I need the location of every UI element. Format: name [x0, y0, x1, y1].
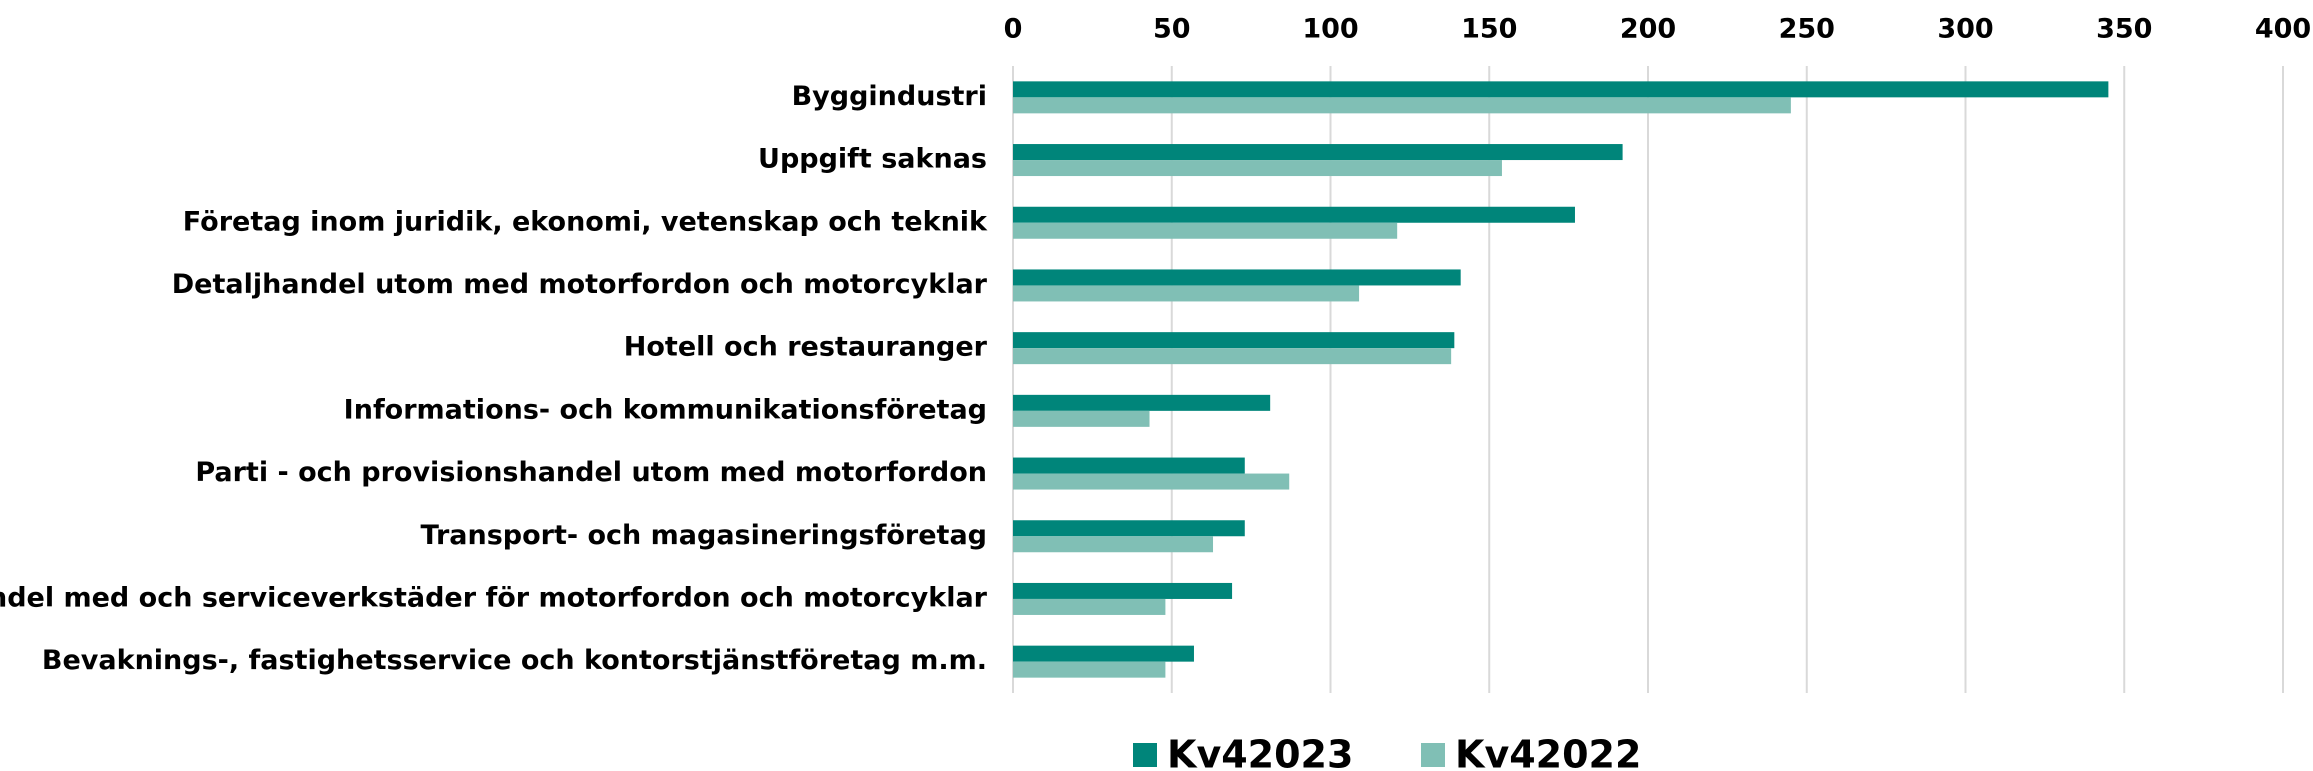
bar — [1013, 144, 1623, 161]
y-tick-label: Handel med och serviceverkstäder för mot… — [0, 582, 988, 613]
bar — [1013, 222, 1398, 239]
bar — [1013, 285, 1360, 302]
legend-swatch — [1133, 743, 1157, 767]
bar — [1013, 473, 1290, 490]
bar — [1013, 598, 1166, 615]
x-tick-label: 200 — [1620, 14, 1676, 45]
y-tick-label: Bevaknings-, fastighetsservice och konto… — [42, 645, 987, 676]
bar — [1013, 582, 1233, 599]
bar — [1013, 394, 1271, 411]
bar — [1013, 645, 1194, 662]
bar — [1013, 81, 2109, 98]
bar — [1013, 520, 1245, 537]
x-tick-label: 0 — [1004, 14, 1023, 45]
y-tick-label: Detaljhandel utom med motorfordon och mo… — [172, 269, 988, 300]
bar — [1013, 536, 1214, 553]
bar — [1013, 160, 1502, 177]
y-tick-label: Företag inom juridik, ekonomi, vetenskap… — [183, 206, 988, 237]
y-tick-label: Uppgift saknas — [758, 144, 987, 175]
y-tick-label: Informations- och kommunikationsföretag — [344, 394, 987, 425]
legend-swatch — [1421, 743, 1445, 767]
bar — [1013, 348, 1452, 365]
x-tick-label: 250 — [1779, 14, 1835, 45]
y-tick-label: Parti - och provisionshandel utom med mo… — [195, 457, 987, 488]
bar — [1013, 206, 1575, 223]
legend-label: Kv42023 — [1167, 733, 1353, 771]
bar — [1013, 457, 1245, 474]
bar — [1013, 332, 1455, 349]
x-tick-label: 50 — [1153, 14, 1191, 45]
bar — [1013, 410, 1150, 427]
y-tick-label: Transport- och magasineringsföretag — [421, 520, 988, 551]
bar — [1013, 269, 1461, 286]
bar — [1013, 661, 1166, 678]
y-tick-label: Byggindustri — [792, 81, 987, 112]
x-tick-label: 350 — [2096, 14, 2152, 45]
legend-label: Kv42022 — [1455, 733, 1641, 771]
y-tick-label: Hotell och restauranger — [624, 332, 988, 363]
bar — [1013, 97, 1791, 114]
x-tick-label: 300 — [1937, 14, 1993, 45]
x-tick-label: 100 — [1302, 14, 1358, 45]
x-tick-label: 150 — [1461, 14, 1517, 45]
x-tick-label: 400 — [2255, 14, 2311, 45]
